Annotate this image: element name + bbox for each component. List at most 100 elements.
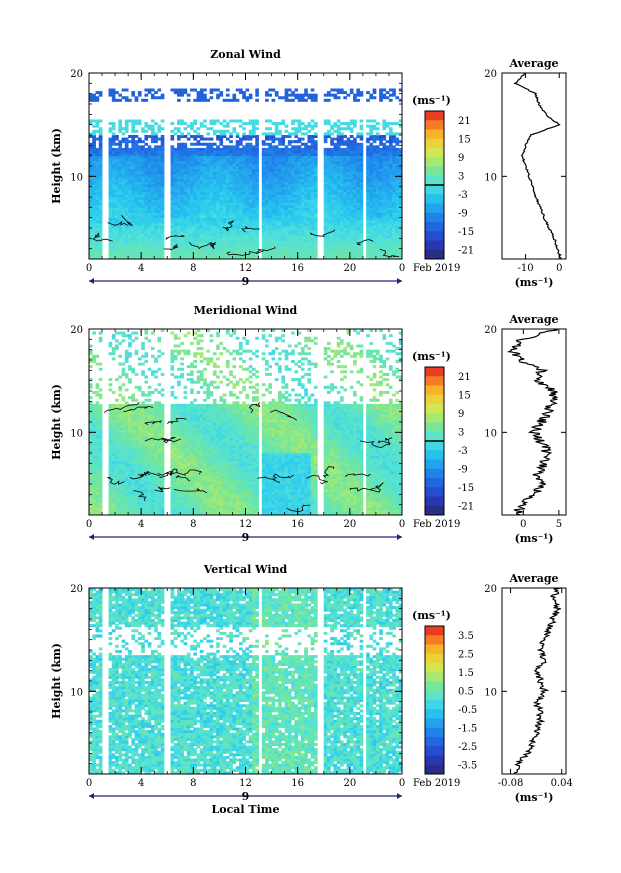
- date-label: 9: [242, 531, 250, 544]
- profile-y-tick-label: 10: [484, 687, 497, 698]
- profile-x-tick-label: 0: [520, 519, 526, 530]
- x-tick-label: 12: [239, 519, 252, 530]
- panel-title: Vertical Wind: [203, 563, 288, 576]
- panel-title: Zonal Wind: [210, 48, 281, 61]
- x-tick-label: 4: [138, 263, 144, 274]
- date-label: 9: [242, 275, 250, 288]
- x-tick-label: 8: [190, 519, 196, 530]
- x-tick-label: 0: [399, 519, 405, 530]
- x-tick-label: 0: [86, 778, 92, 789]
- profile-y-tick-label: 10: [484, 428, 497, 439]
- colorbar-unit: (ms⁻¹): [412, 609, 451, 622]
- date-label: 9: [242, 790, 250, 803]
- profile-y-tick-label: 10: [484, 172, 497, 183]
- colorbar-tick-label: -0.5: [458, 705, 477, 716]
- x-tick-label: 20: [343, 263, 356, 274]
- colorbar-unit: (ms⁻¹): [412, 94, 451, 107]
- profile-x-label: (ms⁻¹): [515, 532, 554, 545]
- x-tick-label: 4: [138, 519, 144, 530]
- y-tick-label: 20: [70, 69, 83, 80]
- profile-x-label: (ms⁻¹): [515, 791, 554, 804]
- panel-2: Meridional Wind 0 4 8 12 16 20 0 10 20 Height (km)…: [50, 304, 566, 545]
- profile-y-tick-label: 20: [484, 325, 497, 336]
- date-bar-arrow-right: [397, 534, 402, 540]
- average-profile: Average 10 20 -10 0(ms⁻¹): [484, 57, 566, 289]
- x-tick-label: 20: [343, 519, 356, 530]
- colorbar-unit: (ms⁻¹): [412, 350, 451, 363]
- profile-frame: [502, 329, 566, 515]
- x-tick-label: 12: [239, 778, 252, 789]
- y-tick-label: 10: [70, 428, 83, 439]
- colorbar-tick-label: -15: [458, 483, 474, 494]
- heatmap-field: [89, 329, 402, 515]
- profile-x-tick-label: 0.04: [551, 778, 573, 789]
- x-tick-label: 20: [343, 778, 356, 789]
- profile-x-tick-label: -10: [518, 263, 534, 274]
- colorbar-tick-label: -3.5: [458, 760, 477, 771]
- profile-line: [514, 588, 561, 774]
- x-tick-label: 0: [86, 519, 92, 530]
- colorbar-tick-label: 0.5: [458, 686, 474, 697]
- x-tick-label: 0: [399, 778, 405, 789]
- colorbar-tick-label: 1.5: [458, 668, 474, 679]
- colorbar-tick-label: -21: [458, 245, 474, 256]
- date-bar-arrow-left: [89, 534, 94, 540]
- colorbar-tick-label: -9: [458, 208, 468, 219]
- x-tick-label: 16: [291, 263, 304, 274]
- x-tick-label: 16: [291, 519, 304, 530]
- heatmap-field: [89, 89, 402, 260]
- colorbar-tick-label: -9: [458, 464, 468, 475]
- colorbar-tick-label: 2.5: [458, 649, 474, 660]
- colorbar-tick-label: -15: [458, 227, 474, 238]
- y-tick-label: 10: [70, 172, 83, 183]
- profile-title: Average: [508, 57, 558, 70]
- y-axis-label: Height (km): [50, 128, 63, 204]
- x-tick-label: 12: [239, 263, 252, 274]
- colorbar-tick-label: -1.5: [458, 723, 477, 734]
- profile-line: [515, 73, 561, 259]
- profile-line: [509, 329, 558, 515]
- x-tick-label: 0: [86, 263, 92, 274]
- colorbar-tick-label: 15: [458, 390, 471, 401]
- date-bar-arrow-left: [89, 793, 94, 799]
- date-bar-arrow-left: [89, 278, 94, 284]
- y-axis-label: Height (km): [50, 643, 63, 719]
- x-tick-label: 0: [399, 263, 405, 274]
- x-axis-label: Local Time: [212, 803, 280, 816]
- profile-x-label: (ms⁻¹): [515, 276, 554, 289]
- colorbar: [425, 111, 444, 259]
- colorbar-tick-label: 21: [458, 116, 471, 127]
- colorbar: [425, 367, 444, 515]
- date-suffix: Feb 2019: [413, 778, 460, 789]
- profile-y-tick-label: 20: [484, 69, 497, 80]
- colorbar-tick-label: 15: [458, 134, 471, 145]
- date-suffix: Feb 2019: [413, 263, 460, 274]
- colorbar: [425, 626, 444, 774]
- panel-title: Meridional Wind: [194, 304, 298, 317]
- date-suffix: Feb 2019: [413, 519, 460, 530]
- average-profile: Average 10 20 0 5(ms⁻¹): [484, 313, 566, 545]
- colorbar-tick-label: 9: [458, 153, 464, 164]
- colorbar-tick-label: 3: [458, 171, 464, 182]
- y-tick-label: 10: [70, 687, 83, 698]
- x-tick-label: 4: [138, 778, 144, 789]
- x-tick-label: 8: [190, 263, 196, 274]
- profile-x-tick-label: 0: [556, 263, 562, 274]
- x-tick-label: 8: [190, 778, 196, 789]
- panel-1: Zonal Wind 0 4 8 12 16 20 0 10 20 Height (km) 9 Feb …: [50, 48, 566, 289]
- date-bar-arrow-right: [397, 793, 402, 799]
- colorbar-tick-label: -2.5: [458, 742, 477, 753]
- profile-x-tick-label: -0.08: [498, 778, 524, 789]
- colorbar-tick-label: 3: [458, 427, 464, 438]
- colorbar-tick-label: 9: [458, 409, 464, 420]
- y-tick-label: 20: [70, 325, 83, 336]
- y-axis-label: Height (km): [50, 384, 63, 460]
- profile-title: Average: [508, 313, 558, 326]
- date-bar-arrow-right: [397, 278, 402, 284]
- profile-x-tick-label: 5: [556, 519, 562, 530]
- profile-frame: [502, 73, 566, 259]
- colorbar-tick-label: -3: [458, 446, 468, 457]
